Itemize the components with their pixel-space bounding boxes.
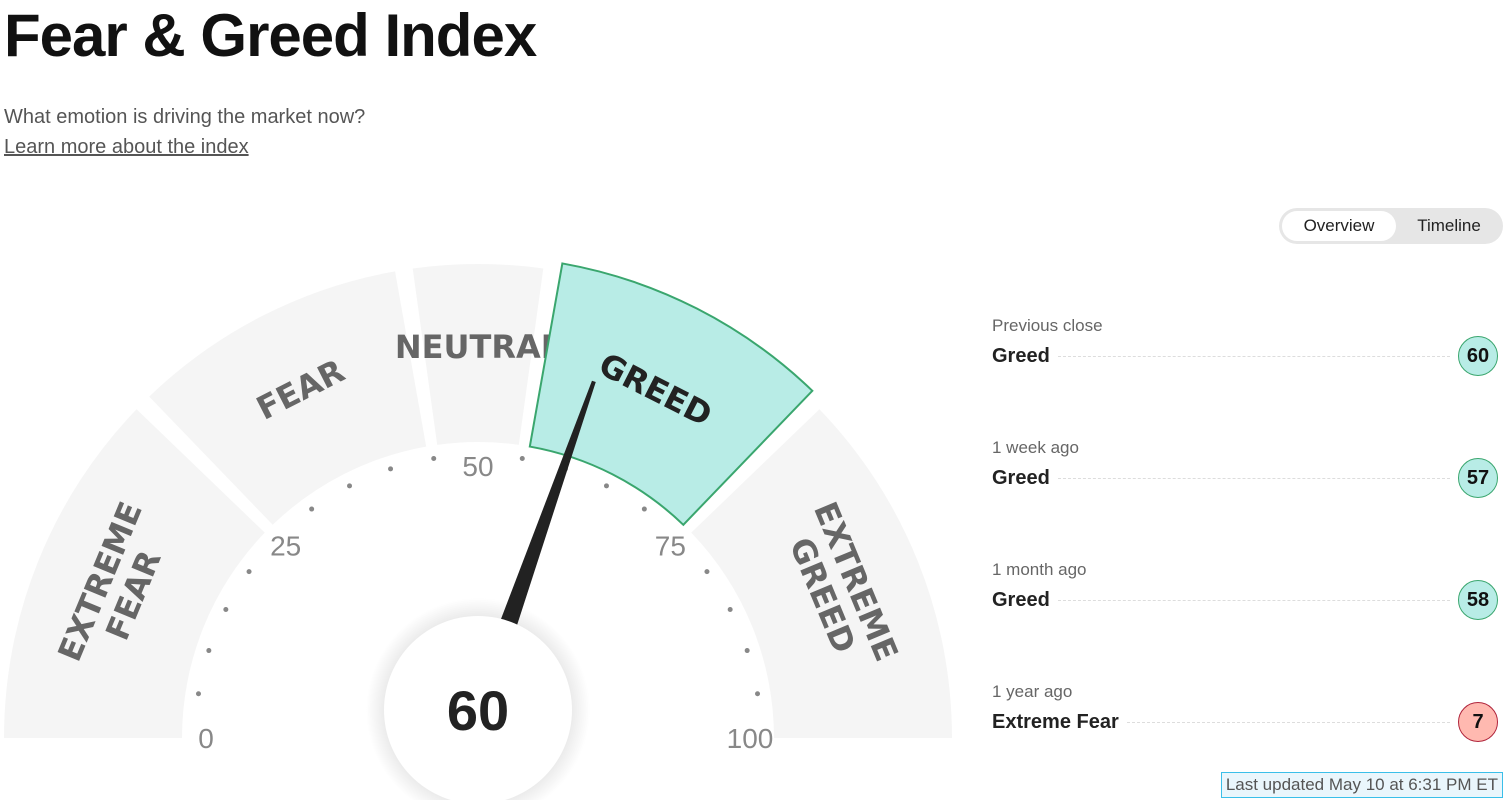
dotted-leader [1057, 477, 1450, 479]
gauge-segment [412, 264, 544, 445]
history-item: Previous close Greed 60 [992, 316, 1498, 376]
subtitle: What emotion is driving the market now? [4, 106, 366, 128]
tick-dot [755, 691, 761, 697]
gauge-inner [184, 444, 772, 738]
tick-label: 100 [727, 723, 774, 754]
history-value-badge: 7 [1458, 702, 1498, 742]
dotted-leader [1057, 355, 1450, 357]
tick-dot [309, 506, 315, 512]
dotted-leader [1057, 599, 1450, 601]
learn-more-link[interactable]: Learn more about the index [4, 136, 249, 158]
history-item: 1 month ago Greed 58 [992, 560, 1498, 620]
segment-label-line: NEUTRAL [395, 328, 561, 366]
tick-dot [519, 455, 525, 461]
tick-dot [431, 455, 437, 461]
tick-label: 25 [270, 531, 301, 562]
history-rating: Greed [992, 344, 1050, 367]
history-value-badge: 57 [1458, 458, 1498, 498]
view-toggle: Overview Timeline [1279, 208, 1503, 244]
history-value-badge: 58 [1458, 580, 1498, 620]
tick-label: 0 [198, 723, 214, 754]
page-title: Fear & Greed Index [4, 2, 537, 69]
history-rating: Greed [992, 588, 1050, 611]
history-period: 1 month ago [992, 560, 1087, 579]
tick-dot [727, 607, 733, 613]
dotted-leader [1126, 721, 1450, 723]
history-period: 1 year ago [992, 682, 1073, 701]
tick-label: 50 [462, 451, 493, 482]
history-item: 1 week ago Greed 57 [992, 438, 1498, 498]
gauge-segment [149, 271, 427, 525]
history-item: 1 year ago Extreme Fear 7 [992, 682, 1498, 742]
gauge-segment [4, 409, 265, 738]
history-rating: Extreme Fear [992, 710, 1119, 733]
gauge-segment [528, 262, 814, 527]
tab-overview[interactable]: Overview [1282, 211, 1396, 241]
tick-dot [388, 466, 394, 472]
history-value-badge: 60 [1458, 336, 1498, 376]
tick-dot [641, 506, 647, 512]
tick-dot [347, 483, 353, 489]
tick-dot [223, 607, 229, 613]
history-period: 1 week ago [992, 438, 1079, 457]
gauge-value: 60 [447, 679, 509, 742]
last-updated: Last updated May 10 at 6:31 PM ET [1220, 772, 1503, 798]
center-dial [384, 616, 572, 804]
history-period: Previous close [992, 316, 1103, 335]
tick-dot [246, 569, 252, 575]
tick-dot [744, 648, 750, 654]
tick-dot [206, 648, 212, 654]
tick-dot [603, 483, 609, 489]
tick-dot [704, 569, 710, 575]
history-rating: Greed [992, 466, 1050, 489]
tab-timeline[interactable]: Timeline [1417, 216, 1481, 235]
tick-label: 75 [655, 531, 686, 562]
gauge-segment [691, 409, 952, 738]
tick-dot [195, 691, 201, 697]
segment-label: NEUTRAL [395, 328, 561, 366]
